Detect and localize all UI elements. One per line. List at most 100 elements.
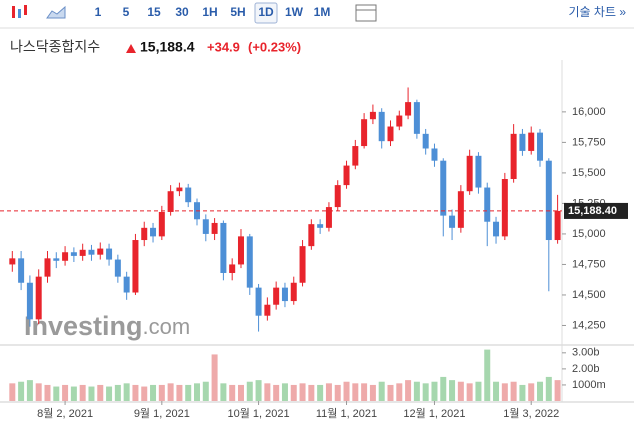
candle-body	[484, 187, 491, 222]
candle-body	[26, 282, 33, 320]
candle-body	[79, 249, 86, 256]
volume-bar	[88, 386, 95, 401]
candle-icon[interactable]	[12, 5, 27, 18]
volume-tick-label: 3.00b	[572, 347, 600, 359]
volume-bar	[484, 349, 491, 401]
volume-bar	[246, 381, 253, 401]
volume-bar	[369, 384, 376, 401]
interval-button[interactable]: 1W	[285, 5, 304, 19]
volume-bar	[290, 384, 297, 401]
candle-body	[132, 240, 139, 293]
candle-body	[361, 119, 368, 147]
volume-bar	[185, 384, 192, 401]
candle-body	[466, 155, 473, 192]
candle-body	[475, 155, 482, 188]
candle-body	[141, 227, 148, 241]
volume-tick-label: 1000m	[572, 379, 606, 391]
y-tick-label: 14,500	[572, 289, 606, 301]
candle-body	[255, 287, 262, 316]
y-tick-label: 14,750	[572, 258, 606, 270]
volume-bar	[545, 376, 552, 401]
volume-bar	[493, 381, 500, 401]
candle-body	[308, 224, 315, 247]
volume-bar	[554, 380, 561, 401]
volume-bar	[466, 383, 473, 401]
volume-bar	[158, 384, 165, 401]
candle-body	[369, 111, 376, 120]
instrument-name: 나스닥종합지수	[10, 39, 100, 55]
technical-chart-link[interactable]: 기술 차트 »	[568, 5, 626, 19]
candle-body	[440, 160, 447, 216]
interval-selected	[254, 2, 278, 24]
candle-body	[176, 187, 183, 192]
candle-body	[290, 282, 297, 302]
x-tick-label: 8월 2, 2021	[37, 407, 93, 420]
interval-button[interactable]: 15	[147, 5, 161, 19]
table-icon[interactable]	[355, 4, 377, 22]
watermark: Investing.com	[24, 311, 190, 341]
candle-body	[378, 111, 385, 142]
interval-button[interactable]: 5H	[230, 5, 245, 19]
candle-body	[114, 259, 121, 277]
volume-bar	[167, 383, 174, 401]
volume-tick-label: 2.00b	[572, 363, 600, 375]
volume-bar	[413, 381, 420, 401]
volume-bar	[229, 384, 236, 401]
candle-body	[317, 224, 324, 228]
candle-body	[237, 236, 244, 265]
volume-bar	[255, 380, 262, 401]
candle-body	[229, 264, 236, 273]
candle-body	[211, 222, 218, 234]
volume-bar	[79, 384, 86, 401]
candle-body	[510, 133, 517, 180]
candle-body	[545, 160, 552, 241]
candle-body	[123, 276, 130, 293]
volume-bar	[70, 386, 77, 401]
candle-body	[281, 287, 288, 302]
watermark-suffix: .com	[143, 314, 191, 339]
interval-button[interactable]: 1M	[314, 5, 331, 19]
candle-body	[97, 248, 104, 255]
candle-body	[537, 132, 544, 161]
interval-button[interactable]: 1H	[202, 5, 217, 19]
candle-body	[413, 102, 420, 134]
price: 15,188.4	[140, 39, 195, 55]
volume-bar	[176, 384, 183, 401]
interval-button[interactable]: 30	[175, 5, 189, 19]
volume-bar	[141, 386, 148, 401]
candle-body	[246, 236, 253, 288]
volume-bar	[62, 384, 69, 401]
volume-bar	[537, 381, 544, 401]
candle-body	[9, 258, 16, 265]
volume-bar	[343, 381, 350, 401]
candle-body	[387, 126, 394, 142]
volume-bar	[422, 383, 429, 401]
candle-body	[158, 211, 165, 237]
x-tick-label: 1월 3, 2022	[503, 407, 559, 420]
header: 나스닥종합지수 15,188.4 +34.9 (+0.23%)	[10, 39, 301, 55]
candle-body	[150, 227, 157, 237]
y-tick-label: 15,750	[572, 136, 606, 148]
volume-bar	[106, 386, 113, 401]
candle-body	[422, 133, 429, 149]
candle-body	[220, 222, 227, 273]
volume-bar	[237, 384, 244, 401]
volume-bar	[132, 384, 139, 401]
volume-bar	[26, 380, 33, 401]
volume-bar	[211, 354, 218, 401]
interval-button[interactable]: 5	[123, 5, 130, 19]
candle-body	[396, 115, 403, 127]
candle-body	[457, 191, 464, 228]
y-tick-label: 15,500	[572, 167, 606, 179]
area-icon[interactable]	[46, 5, 66, 19]
candle-body	[273, 287, 280, 305]
volume-bar	[44, 384, 51, 401]
volume-bar	[387, 384, 394, 401]
candle-body	[264, 304, 271, 316]
volume-bar	[501, 383, 508, 401]
last-price-label: 15,188.40	[568, 205, 617, 217]
interval-button[interactable]: 1D	[258, 5, 274, 19]
volume-bar	[264, 383, 271, 401]
interval-button[interactable]: 1	[95, 5, 102, 19]
volume-bar	[220, 383, 227, 401]
